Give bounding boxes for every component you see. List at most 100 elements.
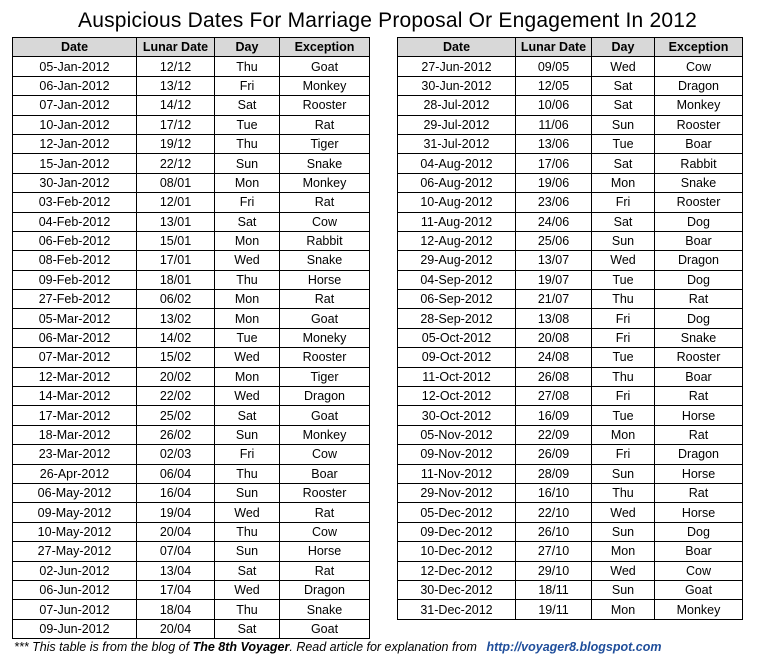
exception-cell: Rabbit [279, 230, 370, 252]
table-row: 05-Oct-2012 20/08 Fri Snake [397, 327, 743, 349]
lunar-date-cell: 20/02 [136, 366, 215, 388]
day-cell: Fri [214, 192, 280, 213]
date-cell: 15-Jan-2012 [12, 153, 137, 174]
header-lunar-date: Lunar Date [136, 36, 215, 58]
lunar-date-cell: 16/09 [515, 405, 592, 426]
lunar-date-cell: 16/10 [515, 482, 592, 504]
header-date: Date [397, 36, 516, 58]
table-row: 06-Feb-2012 15/01 Mon Rabbit [12, 230, 370, 252]
date-cell: 12-Mar-2012 [12, 366, 137, 388]
day-cell: Sat [214, 211, 280, 232]
lunar-date-cell: 19/12 [136, 133, 215, 155]
day-cell: Mon [591, 541, 655, 562]
date-cell: 29-Jul-2012 [397, 114, 516, 135]
exception-cell: Tiger [279, 366, 370, 388]
lunar-date-cell: 12/01 [136, 192, 215, 213]
lunar-date-cell: 28/09 [515, 463, 592, 484]
day-cell: Thu [214, 599, 280, 620]
lunar-date-cell: 13/07 [515, 250, 592, 271]
table-row: 05-Jan-2012 12/12 Thu Goat [12, 56, 370, 77]
date-cell: 04-Feb-2012 [12, 211, 137, 232]
date-cell: 06-Mar-2012 [12, 327, 137, 349]
table-row: 05-Dec-2012 22/10 Wed Horse [397, 502, 743, 523]
lunar-date-cell: 18/01 [136, 269, 215, 291]
exception-cell: Dragon [654, 444, 743, 465]
lunar-date-cell: 26/02 [136, 424, 215, 446]
day-cell: Wed [214, 579, 280, 601]
lunar-date-cell: 11/06 [515, 114, 592, 135]
header-row: Date Lunar Date Day Exception [12, 36, 370, 58]
lunar-date-cell: 10/06 [515, 95, 592, 116]
exception-cell: Cow [279, 521, 370, 543]
exception-cell: Snake [654, 327, 743, 349]
day-cell: Fri [591, 386, 655, 407]
exception-cell: Boar [279, 463, 370, 484]
page-title: Auspicious Dates For Marriage Proposal O… [78, 9, 697, 32]
table-row: 29-Jul-2012 11/06 Sun Rooster [397, 114, 743, 135]
exception-cell: Cow [279, 444, 370, 465]
exception-cell: Cow [654, 560, 743, 581]
date-cell: 30-Oct-2012 [397, 405, 516, 426]
exception-cell: Rooster [654, 114, 743, 135]
lunar-date-cell: 20/04 [136, 618, 215, 640]
day-cell: Sat [214, 405, 280, 426]
lunar-date-cell: 15/01 [136, 230, 215, 252]
exception-cell: Cow [279, 211, 370, 232]
lunar-date-cell: 21/07 [515, 289, 592, 310]
lunar-date-cell: 18/04 [136, 599, 215, 620]
day-cell: Sat [591, 95, 655, 116]
date-cell: 04-Aug-2012 [397, 153, 516, 174]
footer-blog-name: The 8th Voyager [192, 640, 290, 654]
lunar-date-cell: 14/12 [136, 95, 215, 116]
table-row: 06-Jun-2012 17/04 Wed Dragon [12, 579, 370, 601]
day-cell: Fri [591, 192, 655, 213]
footer-link[interactable]: http://voyager8.blogspot.com [486, 640, 662, 654]
table-row: 09-Dec-2012 26/10 Sun Dog [397, 521, 743, 543]
exception-cell: Dragon [279, 386, 370, 407]
table-row: 06-May-2012 16/04 Sun Rooster [12, 482, 370, 504]
lunar-date-cell: 27/10 [515, 541, 592, 562]
table-row: 06-Mar-2012 14/02 Tue Moneky [12, 327, 370, 349]
exception-cell: Tiger [279, 133, 370, 155]
exception-cell: Dragon [654, 75, 743, 97]
exception-cell: Monkey [279, 424, 370, 446]
table-row: 30-Jan-2012 08/01 Mon Monkey [12, 172, 370, 194]
date-cell: 07-Jan-2012 [12, 95, 137, 116]
date-cell: 07-Jun-2012 [12, 599, 137, 620]
date-cell: 09-Nov-2012 [397, 444, 516, 465]
day-cell: Fri [214, 444, 280, 465]
date-cell: 14-Mar-2012 [12, 386, 137, 407]
table-row: 30-Dec-2012 18/11 Sun Goat [397, 579, 743, 601]
lunar-date-cell: 22/02 [136, 386, 215, 407]
date-cell: 30-Jun-2012 [397, 75, 516, 97]
day-cell: Fri [591, 444, 655, 465]
day-cell: Tue [591, 133, 655, 155]
exception-cell: Monkey [279, 75, 370, 97]
day-cell: Wed [214, 250, 280, 271]
table-row: 06-Sep-2012 21/07 Thu Rat [397, 289, 743, 310]
table-row: 05-Mar-2012 13/02 Mon Goat [12, 308, 370, 329]
lunar-date-cell: 13/02 [136, 308, 215, 329]
lunar-date-cell: 25/06 [515, 230, 592, 252]
date-cell: 09-Oct-2012 [397, 347, 516, 368]
date-cell: 10-May-2012 [12, 521, 137, 543]
day-cell: Sat [591, 211, 655, 232]
day-cell: Fri [214, 75, 280, 97]
table-row: 12-Aug-2012 25/06 Sun Boar [397, 230, 743, 252]
table-row: 31-Dec-2012 19/11 Mon Monkey [397, 599, 743, 620]
table-row: 11-Oct-2012 26/08 Thu Boar [397, 366, 743, 388]
table-row: 02-Jun-2012 13/04 Sat Rat [12, 560, 370, 581]
date-cell: 04-Sep-2012 [397, 269, 516, 291]
day-cell: Thu [214, 269, 280, 291]
table-row: 04-Aug-2012 17/06 Sat Rabbit [397, 153, 743, 174]
day-cell: Thu [591, 366, 655, 388]
day-cell: Fri [591, 308, 655, 329]
lunar-date-cell: 07/04 [136, 541, 215, 562]
lunar-date-cell: 26/08 [515, 366, 592, 388]
table-row: 26-Apr-2012 06/04 Thu Boar [12, 463, 370, 484]
table-row: 14-Mar-2012 22/02 Wed Dragon [12, 386, 370, 407]
lunar-date-cell: 19/04 [136, 502, 215, 523]
lunar-date-cell: 23/06 [515, 192, 592, 213]
date-cell: 12-Dec-2012 [397, 560, 516, 581]
day-cell: Tue [591, 269, 655, 291]
